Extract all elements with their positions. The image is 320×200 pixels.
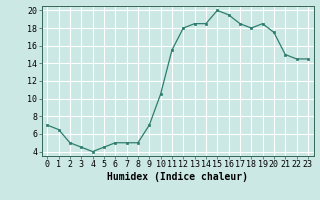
- X-axis label: Humidex (Indice chaleur): Humidex (Indice chaleur): [107, 172, 248, 182]
